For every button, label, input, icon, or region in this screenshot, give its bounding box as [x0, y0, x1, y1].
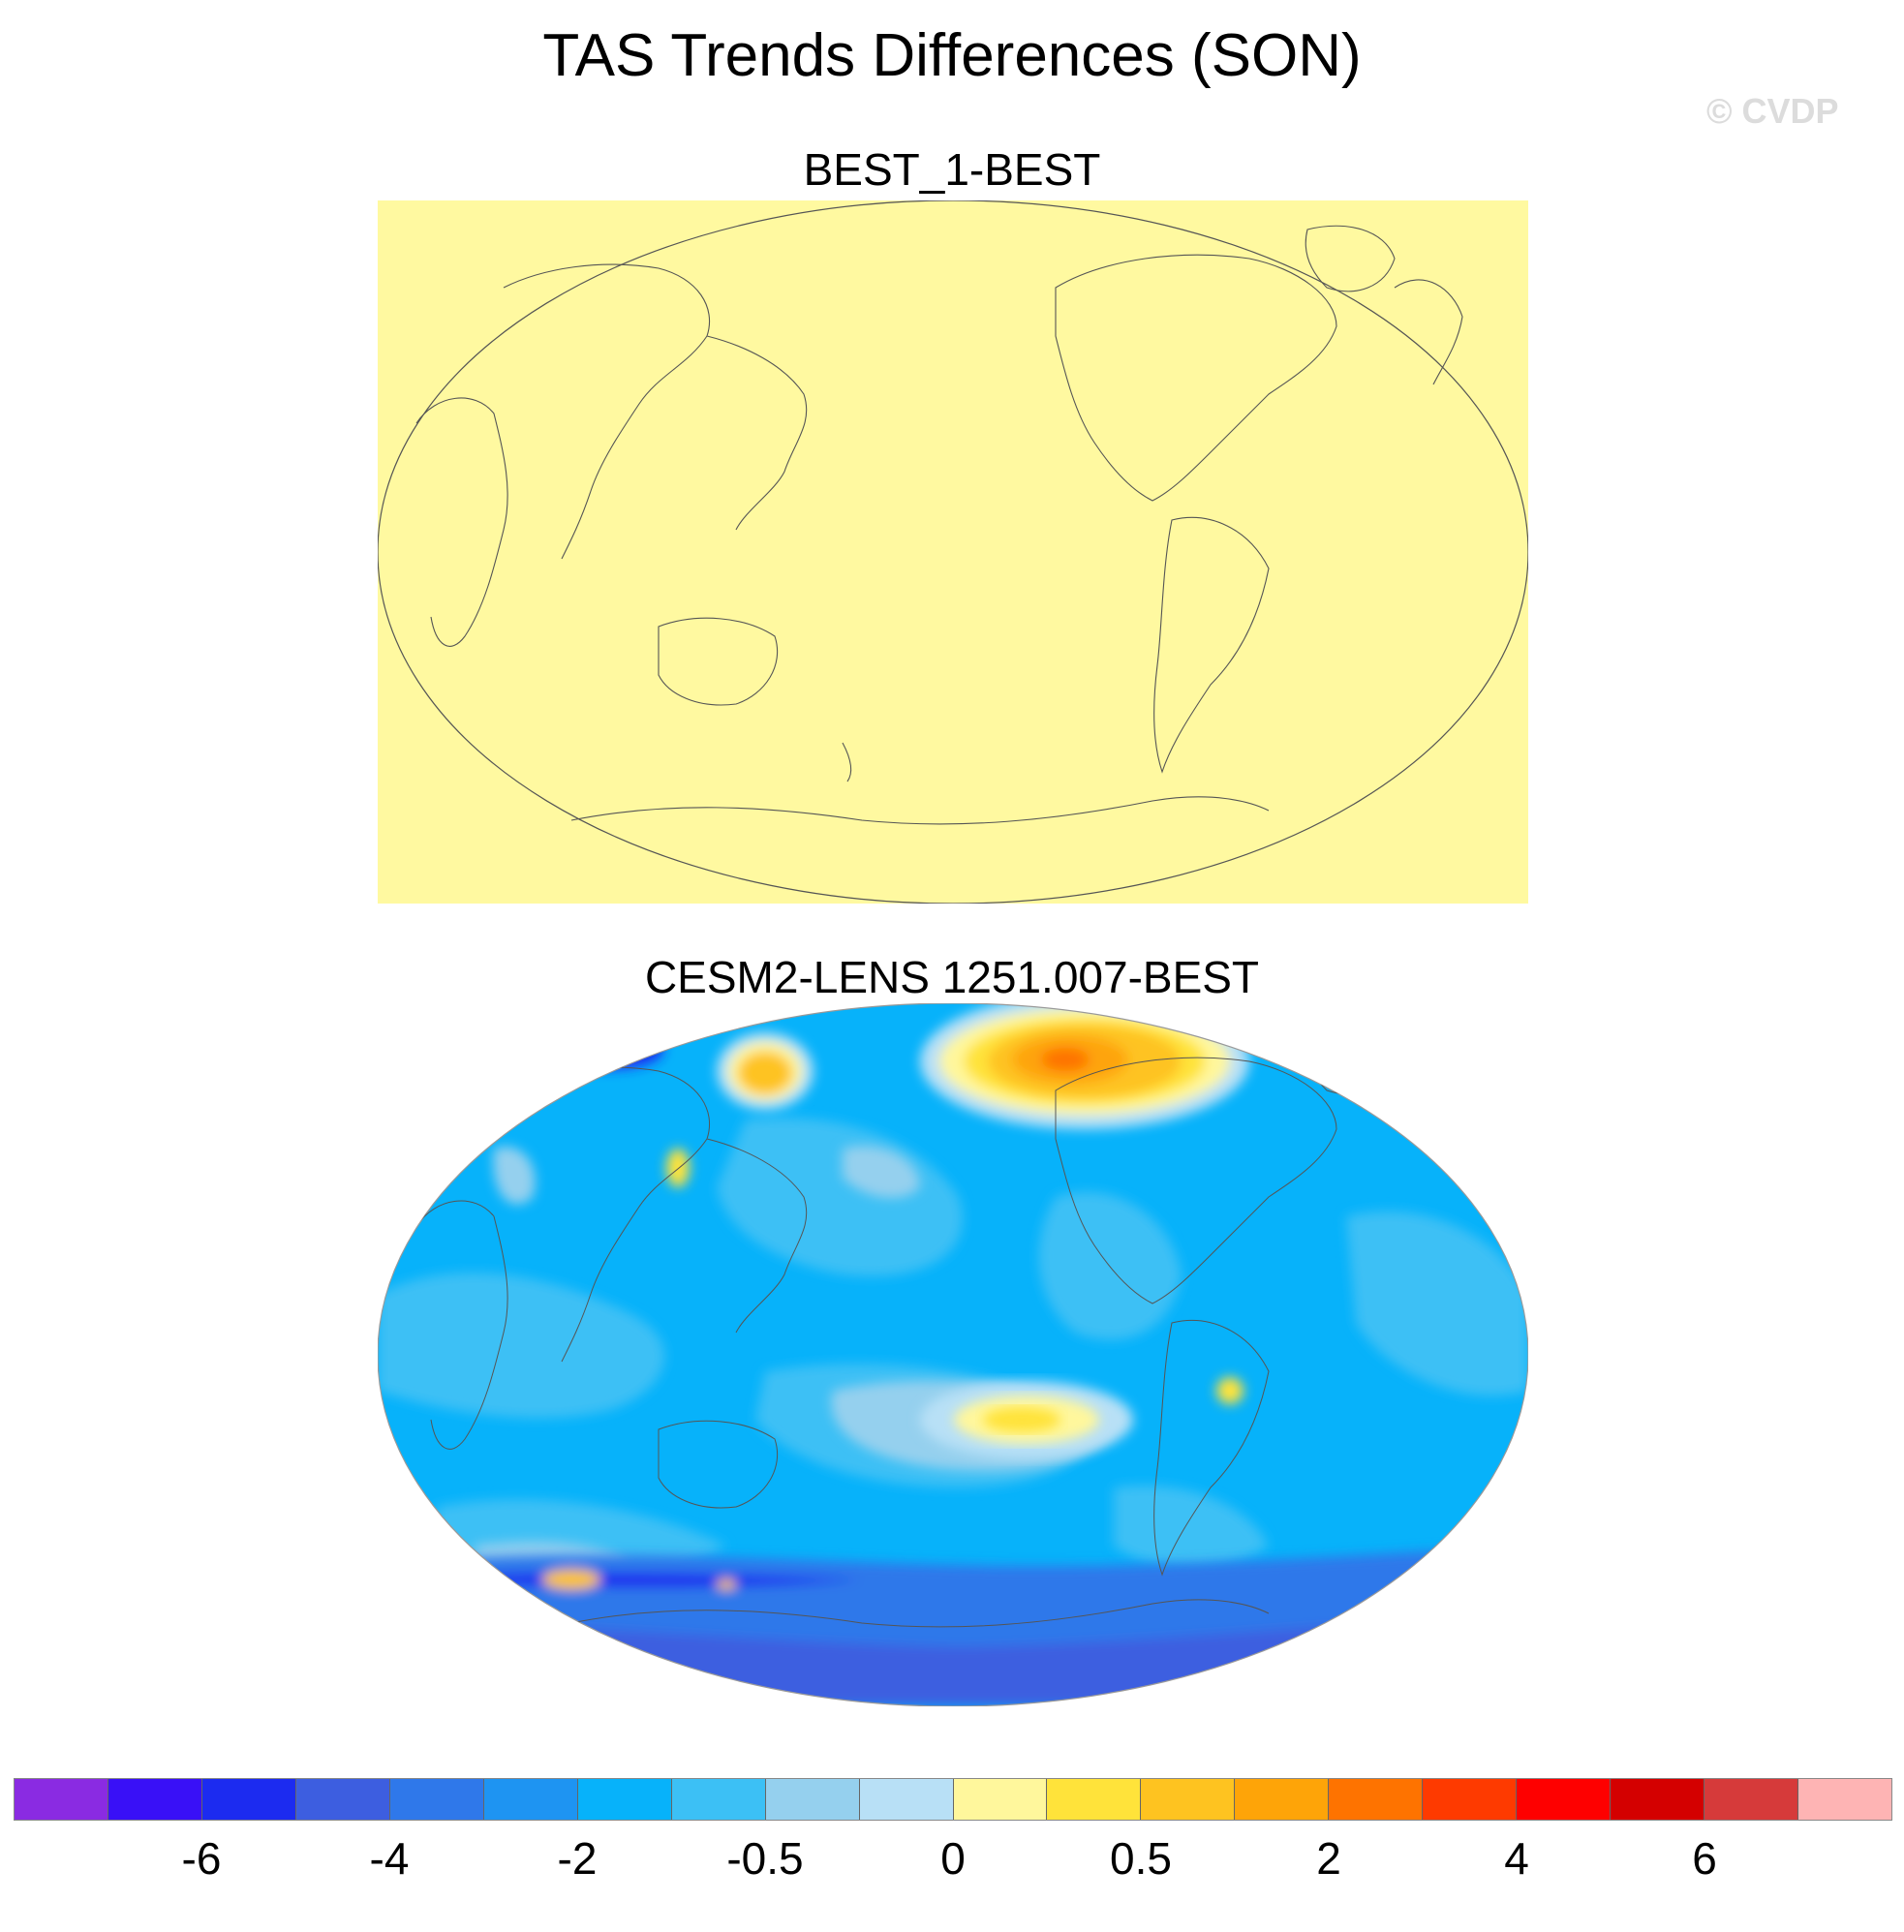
- panel-2-field: [378, 1003, 1528, 1706]
- colorbar-swatch-12: [1141, 1779, 1236, 1820]
- colorbar-tick-label: 0: [940, 1833, 966, 1884]
- colorbar-swatch-7: [671, 1779, 766, 1820]
- colorbar-swatch-13: [1235, 1779, 1330, 1820]
- colorbar-swatch-15: [1423, 1779, 1518, 1820]
- panel-1-title: BEST_1-BEST: [803, 144, 1101, 195]
- colorbar-swatch-11: [1047, 1779, 1142, 1820]
- colorbar-swatch-1: [107, 1779, 202, 1820]
- panel-1-map: [378, 200, 1528, 904]
- cvdp-watermark: © CVDP: [1706, 91, 1839, 131]
- colorbar-tick-label: -2: [557, 1833, 598, 1884]
- colorbar-swatch-9: [859, 1779, 954, 1820]
- colorbar-swatch-17: [1611, 1779, 1705, 1820]
- colorbar-swatch-19: [1798, 1779, 1892, 1820]
- colorbar-tick-label: -0.5: [726, 1833, 804, 1884]
- panel-2-map: [378, 1003, 1528, 1706]
- colorbar-tick-label: -6: [181, 1833, 222, 1884]
- colorbar-swatch-8: [765, 1779, 860, 1820]
- colorbar-swatch-18: [1704, 1779, 1799, 1820]
- panel-1-coastlines: [415, 225, 1463, 825]
- colorbar-swatch-0: [15, 1779, 108, 1820]
- colorbar-tick-label: 0.5: [1110, 1833, 1172, 1884]
- colorbar-tick-label: 2: [1316, 1833, 1341, 1884]
- colorbar-swatch-5: [483, 1779, 578, 1820]
- colorbar-swatch-14: [1329, 1779, 1424, 1820]
- colorbar-tick-label: 6: [1692, 1833, 1717, 1884]
- colorbar-swatch-2: [201, 1779, 296, 1820]
- panel-2-title: CESM2-LENS 1251.007-BEST: [644, 952, 1260, 1002]
- colorbar-swatch-4: [389, 1779, 484, 1820]
- colorbar-swatch-16: [1517, 1779, 1612, 1820]
- colorbar-swatch-6: [577, 1779, 672, 1820]
- colorbar-tick-labels: -6 -4 -2 -0.5 0 0.5 2 4 6: [14, 1832, 1892, 1890]
- colorbar-tick-label: 4: [1504, 1833, 1529, 1884]
- colorbar: [14, 1778, 1892, 1821]
- panel-1-background: [378, 200, 1528, 904]
- colorbar-swatch-10: [953, 1779, 1048, 1820]
- colorbar-tick-label: -4: [369, 1833, 410, 1884]
- figure-title: TAS Trends Differences (SON): [542, 22, 1362, 89]
- colorbar-swatch-3: [295, 1779, 390, 1820]
